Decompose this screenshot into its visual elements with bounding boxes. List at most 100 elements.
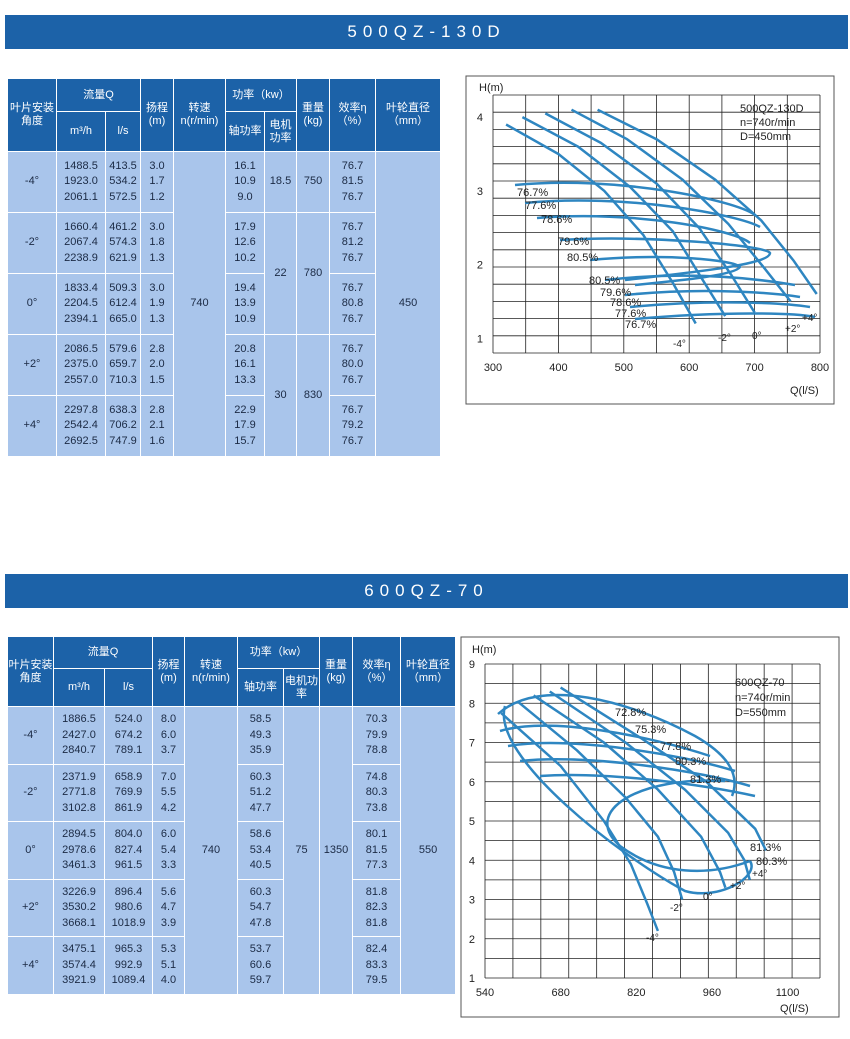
hdr-angle: 叶片安装角度 — [7, 78, 57, 152]
eff-label: 76.7% — [517, 187, 548, 199]
eff-label: 78.6% — [541, 214, 572, 226]
eff-label: 79.6% — [600, 287, 631, 299]
eff-cell: 76.7 79.2 76.7 — [329, 395, 377, 457]
flow-m3h-cell: 3475.1 3574.4 3921.9 — [53, 936, 105, 995]
efficiency-curve — [604, 274, 796, 287]
shaft-power-cell: 60.3 51.2 47.7 — [237, 763, 284, 823]
head-cell: 6.0 5.4 3.3 — [152, 821, 185, 880]
y-tick-label: 1 — [477, 333, 483, 345]
table-row: +2° 2086.5 2375.0 2557.0 579.6 659.7 710… — [7, 334, 441, 457]
angle-label: +2° — [730, 881, 745, 892]
flow-m3h-cell: 2894.5 2978.6 3461.3 — [53, 821, 105, 880]
y-tick-label: 3 — [477, 186, 483, 198]
hdr-speed: 转速 n(r/min) — [184, 636, 238, 707]
head-curve-+2° — [570, 108, 792, 303]
motor-power-cell: 75 — [282, 706, 321, 995]
flow-m3h-cell: 1660.4 2067.4 2238.9 — [56, 212, 106, 274]
efficiency-curve — [589, 255, 742, 287]
flow-ls-cell: 896.4 980.6 1018.9 — [104, 878, 153, 938]
angle-cell: 0° — [7, 273, 57, 335]
head-cell: 2.8 2.1 1.6 — [140, 395, 174, 457]
head-curve--4° — [505, 123, 697, 325]
eff-cell: 74.8 80.3 73.8 — [352, 763, 402, 823]
motor-power-cell: 22 — [263, 212, 298, 335]
chart-curves — [505, 108, 818, 325]
flow-ls-cell: 413.5 534.2 572.5 — [105, 151, 141, 213]
eff-label: 80.5% — [589, 275, 620, 287]
eff-label: 76.7% — [625, 319, 656, 331]
x-tick-label: 800 — [811, 362, 829, 374]
head-curve-+4° — [597, 108, 818, 295]
angle-cell: -2° — [7, 212, 57, 274]
weight-cell: 830 — [296, 334, 331, 457]
eff-label: 77.6% — [615, 308, 646, 320]
hdr-flow-m3h: m³/h — [56, 111, 106, 152]
hdr-head: 扬程 (m) — [152, 636, 185, 707]
flow-ls-cell: 965.3 992.9 1089.4 — [104, 936, 153, 995]
head-curve-0° — [532, 694, 727, 889]
hdr-flow: 流量Q — [53, 636, 153, 669]
info-speed: n=740r/min — [735, 692, 790, 704]
y-tick-label: 4 — [469, 855, 475, 867]
head-curve-+4° — [559, 686, 768, 851]
head-cell: 5.3 5.1 4.0 — [152, 936, 185, 995]
flow-ls-cell: 524.0 674.2 789.1 — [104, 706, 153, 765]
shaft-power-cell: 58.6 53.4 40.5 — [237, 821, 284, 880]
eff-label: 79.6% — [558, 236, 589, 248]
eff-cell: 82.4 83.3 79.5 — [352, 936, 402, 995]
model-banner-2: 600QZ-70 — [5, 574, 848, 608]
hdr-flow-ls: l/s — [104, 668, 153, 707]
y-tick-label: 3 — [469, 895, 475, 907]
x-tick-label: 500 — [615, 362, 633, 374]
impeller-cell: 550 — [400, 706, 457, 995]
x-axis-title: Q(l/S) — [790, 385, 819, 397]
angle-label: -4° — [673, 339, 686, 350]
eff-label: 78.6% — [610, 297, 641, 309]
eff-label: 72.8% — [615, 707, 646, 719]
y-tick-label: 2 — [477, 260, 483, 272]
efficiency-curve — [559, 237, 772, 282]
head-cell: 2.8 2.0 1.5 — [140, 334, 174, 396]
eff-cell: 76.7 81.5 76.7 — [329, 151, 377, 213]
eff-label: 80.3% — [756, 856, 787, 868]
flow-m3h-cell: 1833.4 2204.5 2394.1 — [56, 273, 106, 335]
hdr-flow-m3h: m³/h — [53, 668, 105, 707]
x-tick-label: 600 — [680, 362, 698, 374]
hdr-flow-ls: l/s — [105, 111, 141, 152]
efficiency-curve — [536, 214, 751, 245]
y-tick-label: 2 — [469, 934, 475, 946]
table-row: +4° 3475.1 3574.4 3921.9 965.3 992.9 108… — [7, 936, 456, 995]
speed-cell: 740 — [173, 151, 226, 457]
weight-cell: 1350 — [319, 706, 354, 995]
info-model: 500QZ-130D — [740, 103, 804, 115]
hdr-motor-power: 电机功率 — [282, 668, 321, 707]
angle-label: +2° — [785, 324, 800, 335]
hdr-eff: 效率η （%） — [352, 636, 402, 707]
hdr-flow: 流量Q — [56, 78, 141, 112]
table-row: 0° 1833.4 2204.5 2394.1 509.3 612.4 665.… — [7, 273, 441, 335]
x-tick-label: 540 — [476, 987, 494, 999]
table-row: +2° 3226.9 3530.2 3668.1 896.4 980.6 101… — [7, 878, 456, 938]
efficiency-curve — [539, 773, 756, 798]
flow-m3h-cell: 2371.9 2771.8 3102.8 — [53, 763, 105, 823]
eff-label: 77.6% — [525, 200, 556, 212]
flow-m3h-cell: 2086.5 2375.0 2557.0 — [56, 334, 106, 396]
x-tick-label: 400 — [549, 362, 567, 374]
y-tick-label: 9 — [469, 659, 475, 671]
efficiency-curve — [507, 741, 736, 773]
chart-grid — [484, 663, 821, 979]
hdr-shaft-power: 轴功率 — [225, 111, 265, 152]
y-tick-label: 1 — [469, 973, 475, 985]
flow-ls-cell: 509.3 612.4 665.0 — [105, 273, 141, 335]
eff-label: 75.3% — [635, 724, 666, 736]
efficiency-curve — [624, 289, 801, 299]
speed-cell: 740 — [184, 706, 238, 995]
angle-label: -2° — [718, 333, 731, 344]
table-row: -2° 2371.9 2771.8 3102.8 658.9 769.9 861… — [7, 763, 456, 823]
shaft-power-cell: 20.8 16.1 13.3 — [225, 334, 265, 396]
flow-ls-cell: 804.0 827.4 961.5 — [104, 821, 153, 880]
efficiency-curve — [606, 779, 751, 873]
flow-m3h-cell: 2297.8 2542.4 2692.5 — [56, 395, 106, 457]
x-tick-label: 680 — [551, 987, 569, 999]
chart-labels: H(m) Q(l/S) 600QZ-70 n=740r/min D=550mm … — [469, 644, 809, 1015]
